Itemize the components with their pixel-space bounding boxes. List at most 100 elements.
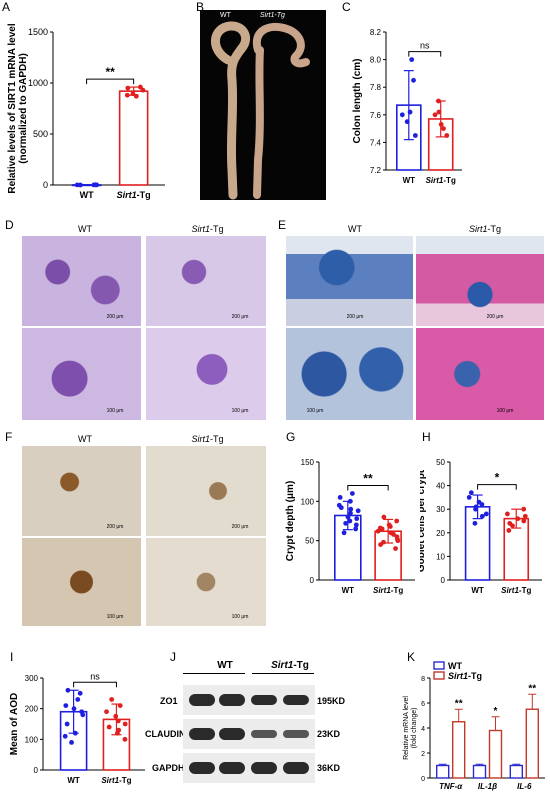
chart-k-bar-wt <box>436 764 450 779</box>
chart-h-ytick-label: 30 <box>436 505 445 514</box>
chart-k-ytick-label: 4 <box>421 726 425 733</box>
chart-h-sig-label: * <box>495 471 500 485</box>
chart-c-point <box>399 112 405 118</box>
e-wt-100-image <box>286 328 413 420</box>
chart-a-xlabel-wt: WT <box>80 190 94 200</box>
chart-a-point <box>133 93 139 99</box>
chart-c-point <box>412 133 418 138</box>
chart-i-point <box>115 718 121 724</box>
chart-g-point <box>348 510 353 516</box>
e-scalebar-100-wt: 100 μm <box>306 408 324 414</box>
e-tg-200-image <box>416 236 544 326</box>
panel-letter-h: H <box>422 430 431 444</box>
chart-c-ytick-label: 7.6 <box>370 111 382 120</box>
j-tg-line <box>252 673 314 674</box>
d-tg-label: Sirt1-Tg <box>191 224 224 234</box>
f-tg-label: Sirt1-Tg <box>191 434 224 444</box>
chart-g-point <box>343 520 349 526</box>
chart-g-ytick-label: 50 <box>305 537 314 546</box>
chart-c-point <box>444 133 450 138</box>
panel-letter-j: J <box>170 650 176 664</box>
d-scalebar-100-tg: 100 μm <box>231 408 249 414</box>
chart-g-point <box>353 522 359 528</box>
chart-h-ylabel: Goblet cells per crypt <box>420 469 427 572</box>
chart-c-point <box>404 119 410 125</box>
d-wt-label: WT <box>78 224 92 234</box>
j-row-label-gapdh: GAPDH <box>152 763 185 773</box>
chart-g-point <box>345 514 351 520</box>
chart-k-sig-label: ** <box>528 683 536 694</box>
d-scalebar-200-wt: 200 μm <box>106 314 124 320</box>
chart-a-point <box>137 84 143 90</box>
chart-c-point <box>438 122 444 127</box>
chart-h-point <box>507 520 513 526</box>
chart-g-point <box>386 522 392 528</box>
chart-i-xlabel-tg: Sirt1-Tg <box>101 776 131 785</box>
chart-c-point <box>436 98 441 104</box>
chart-g-ytick-label: 100 <box>301 497 315 506</box>
chart-i-point <box>79 709 85 715</box>
chart-a-ytick-label: 1000 <box>28 78 48 88</box>
chart-c-point <box>436 109 442 115</box>
chart-k-ytick-label: 0 <box>421 776 425 783</box>
chart-g-ytick-label: 0 <box>310 576 315 585</box>
j-wt-line <box>183 673 245 674</box>
j-blot-zo1 <box>183 685 315 715</box>
j-blot-gapdh <box>183 753 315 783</box>
chart-i-point <box>62 733 68 739</box>
chart-h-point <box>466 495 472 500</box>
chart-k-bar-tg <box>488 729 503 779</box>
d-tg-100-image <box>146 328 266 420</box>
chart-g-point <box>354 516 360 522</box>
chart-g-point <box>377 525 383 531</box>
chart-h-point <box>483 511 489 517</box>
chart-g-point <box>348 506 354 512</box>
chart-i-point <box>64 721 70 727</box>
chart-h-point <box>479 513 485 519</box>
chart-k-mrna-levels: 0 2 4 6 8 Relative mRNA level (fold change) ** T… <box>403 661 545 791</box>
chart-a-point <box>124 92 130 98</box>
chart-i-point <box>65 687 71 693</box>
chart-a-ytick-label: 0 <box>43 180 48 190</box>
chart-g-point <box>381 514 387 520</box>
chart-a-sirt1-mrna: 0 500 1000 1500 Relative levels of SIRT1 mRN… <box>7 23 165 200</box>
j-kd-gapdh: 36KD <box>317 763 341 773</box>
chart-g-point <box>349 491 355 496</box>
chart-k-legend-tg: Sirt1-Tg <box>448 671 482 681</box>
chart-g-point <box>353 526 359 532</box>
chart-k-bar-tg <box>452 721 466 779</box>
chart-a-sig-bracket <box>86 78 135 85</box>
chart-h-point <box>505 511 510 517</box>
chart-g-crypt-depth: 0 50 100 150 Crypt depth (μm) WT Sirt1-Tg ** <box>285 458 415 595</box>
chart-k-xlabel: IL-6 <box>517 782 532 791</box>
d-scalebar-200-tg: 200 μm <box>231 314 249 320</box>
chart-i-point <box>72 730 78 736</box>
chart-k-sig-label: ** <box>455 698 463 709</box>
j-kd-claudin1: 23KD <box>317 729 341 739</box>
chart-g-ylabel: Crypt depth (μm) <box>285 481 296 562</box>
j-row-label-zo1: ZO1 <box>160 696 178 706</box>
f-tg-200-image <box>146 446 266 536</box>
chart-g-point <box>337 495 343 500</box>
colon-tg-label: Sirt1-Tg <box>260 12 285 19</box>
chart-i-point <box>75 697 81 702</box>
chart-k-ytick-label: 2 <box>421 751 425 758</box>
f-scalebar-100-tg: 100 μm <box>231 614 249 620</box>
chart-h-point <box>476 499 482 505</box>
chart-i-point <box>122 721 128 727</box>
chart-i-sig-bracket <box>73 681 117 688</box>
chart-i-point <box>117 703 123 708</box>
chart-g-sig-label: ** <box>363 471 373 485</box>
chart-i-mean-aod: 0 100 200 300 Mean of AOD WT Sirt1-Tg ns <box>9 671 145 785</box>
chart-i-point <box>77 690 83 696</box>
chart-k-legend-swatch-tg <box>433 671 445 680</box>
d-wt-200-image <box>22 236 141 326</box>
j-blot-claudin1 <box>183 719 315 749</box>
colon-photo: WT Sirt1-Tg <box>200 10 326 200</box>
chart-h-ytick-label: 40 <box>436 482 445 491</box>
chart-h-point <box>515 516 521 522</box>
chart-c-ytick-label: 7.8 <box>370 83 382 92</box>
chart-h-point <box>468 490 474 496</box>
f-wt-100-image <box>22 538 141 626</box>
f-scalebar-200-tg: 200 μm <box>231 524 249 530</box>
